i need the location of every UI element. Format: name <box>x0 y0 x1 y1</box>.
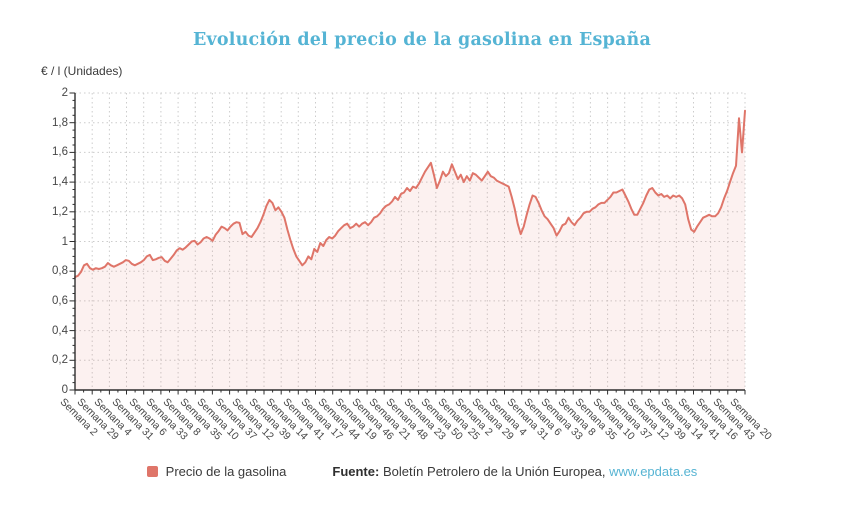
legend-label: Precio de la gasolina <box>165 464 287 479</box>
source-prefix: Fuente: <box>332 464 380 479</box>
y-tick-label: 1 <box>61 235 68 248</box>
legend-item[interactable]: Precio de la gasolina <box>146 464 287 479</box>
price-line-series <box>74 109 746 279</box>
y-tick-label: 0,8 <box>52 265 68 278</box>
y-tick-label: 1,6 <box>52 146 68 159</box>
source-note: Fuente: Boletín Petrolero de la Unión Eu… <box>332 464 697 479</box>
legend-marker-icon <box>146 466 158 477</box>
y-tick-label: 1,8 <box>52 116 68 129</box>
price-line-chart <box>69 92 746 395</box>
y-tick-label: 0,6 <box>52 294 68 307</box>
source-link[interactable]: www.epdata.es <box>609 464 698 479</box>
y-tick-label: 1,4 <box>52 176 68 189</box>
y-tick-label: 0,4 <box>52 324 68 337</box>
y-axis-unit-label: € / l (Unidades) <box>41 64 123 78</box>
chart-footer: Precio de la gasolina Fuente: Boletín Pe… <box>0 464 844 479</box>
source-text: Boletín Petrolero de la Unión Europea, <box>379 464 610 479</box>
price-area-fill <box>75 110 745 391</box>
y-tick-label: 2 <box>61 87 68 99</box>
y-tick-label: 0 <box>61 384 68 396</box>
y-tick-label: 1,2 <box>52 205 68 218</box>
y-tick-label: 0,2 <box>52 354 68 367</box>
chart-title: Evolución del precio de la gasolina en E… <box>193 30 651 50</box>
